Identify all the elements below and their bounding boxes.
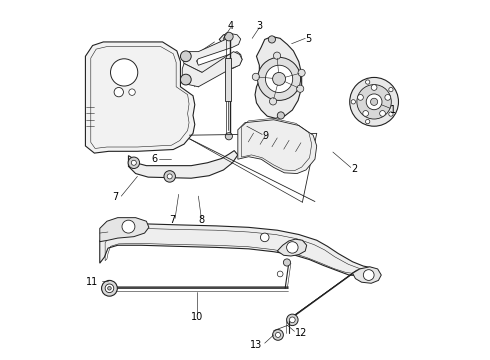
Circle shape <box>164 171 175 182</box>
Text: 9: 9 <box>262 131 269 141</box>
Polygon shape <box>353 267 381 283</box>
Circle shape <box>272 72 286 85</box>
Circle shape <box>298 69 305 76</box>
Circle shape <box>167 174 172 179</box>
Circle shape <box>275 332 280 337</box>
Circle shape <box>277 271 283 277</box>
Text: 11: 11 <box>86 277 98 287</box>
Text: 7: 7 <box>113 192 119 202</box>
Circle shape <box>128 157 140 168</box>
Circle shape <box>366 94 382 110</box>
Circle shape <box>296 85 304 92</box>
Circle shape <box>364 270 374 280</box>
Text: 6: 6 <box>151 154 157 164</box>
Polygon shape <box>100 224 373 276</box>
Circle shape <box>273 52 281 59</box>
Text: 1: 1 <box>390 105 396 115</box>
Polygon shape <box>100 218 149 242</box>
Circle shape <box>380 111 386 116</box>
Circle shape <box>114 87 123 97</box>
Circle shape <box>358 95 363 100</box>
Circle shape <box>266 65 293 93</box>
Circle shape <box>290 317 295 323</box>
Circle shape <box>283 259 291 266</box>
Circle shape <box>252 73 259 80</box>
Polygon shape <box>238 120 317 174</box>
Polygon shape <box>128 150 238 178</box>
Text: 13: 13 <box>250 340 262 350</box>
Circle shape <box>180 51 191 62</box>
Circle shape <box>129 89 135 95</box>
Text: 8: 8 <box>198 215 204 225</box>
Text: 2: 2 <box>351 164 357 174</box>
Text: 5: 5 <box>305 34 312 44</box>
Circle shape <box>287 314 298 325</box>
Polygon shape <box>182 34 242 72</box>
Circle shape <box>363 111 368 116</box>
Circle shape <box>270 98 277 105</box>
Circle shape <box>370 98 378 105</box>
Circle shape <box>389 112 393 116</box>
Circle shape <box>287 242 298 253</box>
Polygon shape <box>277 239 307 256</box>
Polygon shape <box>182 51 242 87</box>
Circle shape <box>351 100 355 104</box>
Text: 3: 3 <box>256 21 263 31</box>
Circle shape <box>111 59 138 86</box>
Circle shape <box>385 95 391 100</box>
Text: 4: 4 <box>227 21 234 31</box>
Polygon shape <box>225 58 231 101</box>
Circle shape <box>389 87 393 92</box>
Circle shape <box>272 329 283 340</box>
Circle shape <box>366 120 370 124</box>
Polygon shape <box>255 37 302 118</box>
Circle shape <box>357 85 392 119</box>
Circle shape <box>108 287 111 290</box>
Circle shape <box>224 35 233 44</box>
Text: 7: 7 <box>170 215 176 225</box>
Circle shape <box>371 85 377 90</box>
Circle shape <box>224 32 233 41</box>
Circle shape <box>122 220 135 233</box>
Circle shape <box>225 133 232 140</box>
Circle shape <box>258 57 300 100</box>
Circle shape <box>180 74 191 85</box>
Polygon shape <box>219 34 238 46</box>
Circle shape <box>131 160 136 165</box>
Text: 10: 10 <box>191 312 203 322</box>
Circle shape <box>260 233 269 242</box>
Text: 12: 12 <box>294 328 307 338</box>
Circle shape <box>277 112 285 119</box>
Circle shape <box>269 36 275 43</box>
Circle shape <box>366 80 370 84</box>
Polygon shape <box>85 42 195 153</box>
Circle shape <box>105 284 114 293</box>
Circle shape <box>350 77 398 126</box>
Circle shape <box>101 280 117 296</box>
